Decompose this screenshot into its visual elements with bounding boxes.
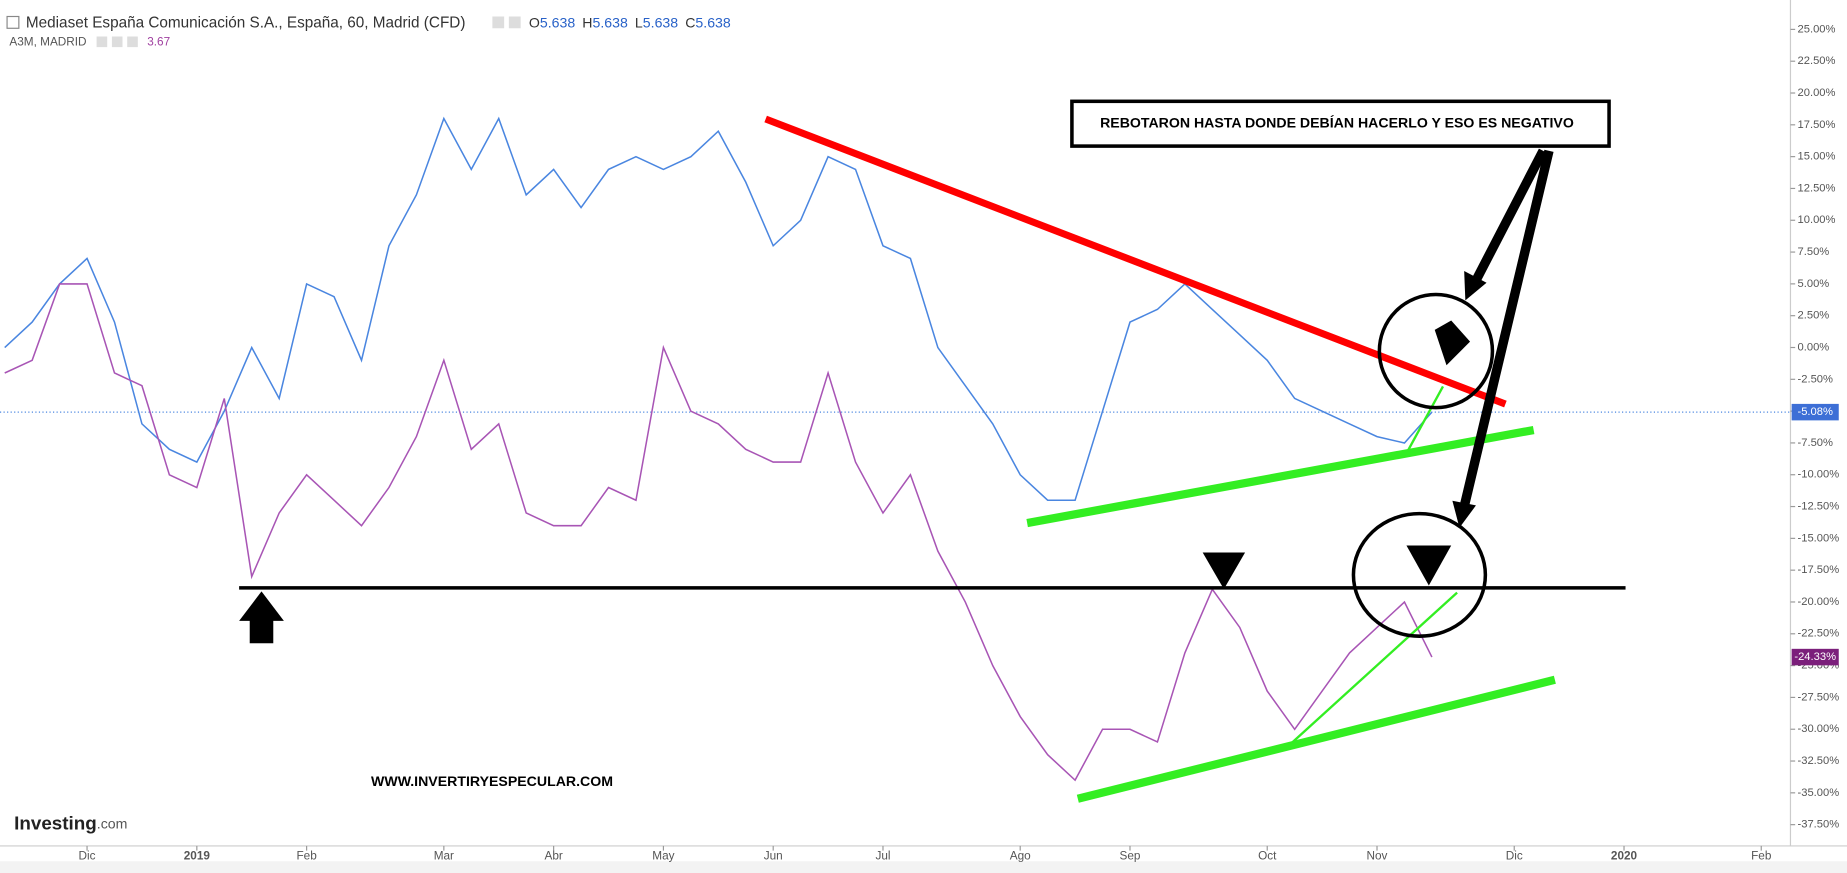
resistance-line <box>764 115 1507 408</box>
bottom-toolbar <box>0 861 1847 873</box>
callout-arrowhead <box>1464 270 1487 301</box>
down-arrow <box>1434 320 1471 366</box>
logo-suffix: .com <box>97 815 128 831</box>
x-tick-label: Dic <box>79 850 96 863</box>
callout-arrow <box>1470 148 1548 285</box>
hide-icon[interactable] <box>508 16 521 29</box>
y-tick-label: -32.50% <box>1798 755 1840 767</box>
y-tick-label: 25.00% <box>1798 23 1836 35</box>
x-tick-label: Jun <box>764 850 783 863</box>
y-tick-label: -30.00% <box>1798 723 1840 735</box>
y-tick-label: 0.00% <box>1798 341 1830 353</box>
short-trend-line <box>1289 591 1458 746</box>
ohlc-value: 5.638 <box>540 14 575 30</box>
x-tick-label: Abr <box>544 850 562 863</box>
x-tick-label: Oct <box>1258 850 1277 863</box>
support-line <box>1076 675 1556 803</box>
y-tick-label: 7.50% <box>1798 246 1830 258</box>
x-tick-label: Feb <box>1751 850 1772 863</box>
ohlc-value: 5.638 <box>695 14 730 30</box>
x-tick-label: May <box>652 850 674 863</box>
compare-name: A3M, MADRID <box>9 36 86 49</box>
y-tick-label: -2.50% <box>1798 373 1833 385</box>
support-line <box>1026 425 1535 528</box>
settings-icon[interactable] <box>492 16 505 29</box>
y-tick-label: 5.00% <box>1798 278 1830 290</box>
y-tick-label: -22.50% <box>1798 628 1840 640</box>
logo: Investing.com <box>14 813 127 834</box>
ohlc-key: H <box>582 14 592 30</box>
y-tick-label: -20.00% <box>1798 596 1840 608</box>
series-line <box>4 283 1433 782</box>
logo-text: Investing <box>14 813 97 834</box>
y-tick-label: 10.00% <box>1798 214 1836 226</box>
collapse-icon[interactable] <box>6 15 20 29</box>
ohlc-key: O <box>529 14 540 30</box>
price-tag <box>1791 648 1839 666</box>
remove-icon[interactable] <box>127 36 138 48</box>
x-tick-label: Sep <box>1120 850 1141 863</box>
y-tick-label: 2.50% <box>1798 310 1830 322</box>
y-tick-label: -37.50% <box>1798 819 1840 831</box>
x-tick-label: Jul <box>875 850 890 863</box>
price-tag-label: -5.08% <box>1797 406 1832 418</box>
y-tick-label: 17.50% <box>1798 119 1836 131</box>
price-tag <box>1791 403 1839 421</box>
callout-arrowhead <box>1452 500 1476 528</box>
settings-icon[interactable] <box>96 36 108 48</box>
x-tick-label: 2019 <box>184 850 211 863</box>
series-layer <box>0 116 1791 782</box>
x-tick-label: Feb <box>296 850 317 863</box>
compare-value: 3.67 <box>147 36 170 49</box>
up-arrow-stem <box>249 619 274 644</box>
ohlc-value: 5.638 <box>593 14 628 30</box>
highlight-circle <box>1351 511 1488 638</box>
x-tick-label: Mar <box>434 850 454 863</box>
y-tick-label: -15.00% <box>1798 532 1840 544</box>
hide-icon[interactable] <box>111 36 123 48</box>
y-tick-label: 12.50% <box>1798 182 1836 194</box>
down-triangle <box>1202 552 1246 590</box>
x-tick-label: 2020 <box>1611 850 1638 863</box>
watermark: WWW.INVERTIRYESPECULAR.COM <box>371 773 613 789</box>
short-trend-line <box>1406 385 1445 452</box>
x-tick-label: Ago <box>1010 850 1031 863</box>
y-tick-label: 22.50% <box>1798 55 1836 67</box>
ohlc-key: C <box>685 14 695 30</box>
up-arrow <box>239 591 284 621</box>
highlight-circle <box>1377 292 1495 410</box>
y-tick-label: -27.50% <box>1798 691 1840 703</box>
ohlc: O5.638 H5.638 L5.638 C5.638 <box>529 14 731 30</box>
y-tick-label: -7.50% <box>1798 437 1833 449</box>
y-tick-label: -17.50% <box>1798 564 1840 576</box>
series-line <box>4 116 1433 502</box>
y-tick-label: -10.00% <box>1798 469 1840 481</box>
x-tick-label: Dic <box>1506 850 1523 863</box>
ohlc-value: 5.638 <box>643 14 678 30</box>
x-tick-label: Nov <box>1367 850 1388 863</box>
callout-text: REBOTARON HASTA DONDE DEBÍAN HACERLO Y E… <box>1100 114 1574 130</box>
y-tick-label: 15.00% <box>1798 151 1836 163</box>
ohlc-key: L <box>635 14 643 30</box>
callout-arrow <box>1459 149 1554 508</box>
y-tick-label: -35.00% <box>1798 787 1840 799</box>
y-tick-label: -12.50% <box>1798 501 1840 513</box>
callout-box <box>1070 99 1611 148</box>
down-triangle <box>1406 545 1452 586</box>
y-tick-label: 20.00% <box>1798 87 1836 99</box>
price-tag-label: -24.33% <box>1794 651 1836 663</box>
symbol-title: Mediaset España Comunicación S.A., Españ… <box>26 15 466 32</box>
